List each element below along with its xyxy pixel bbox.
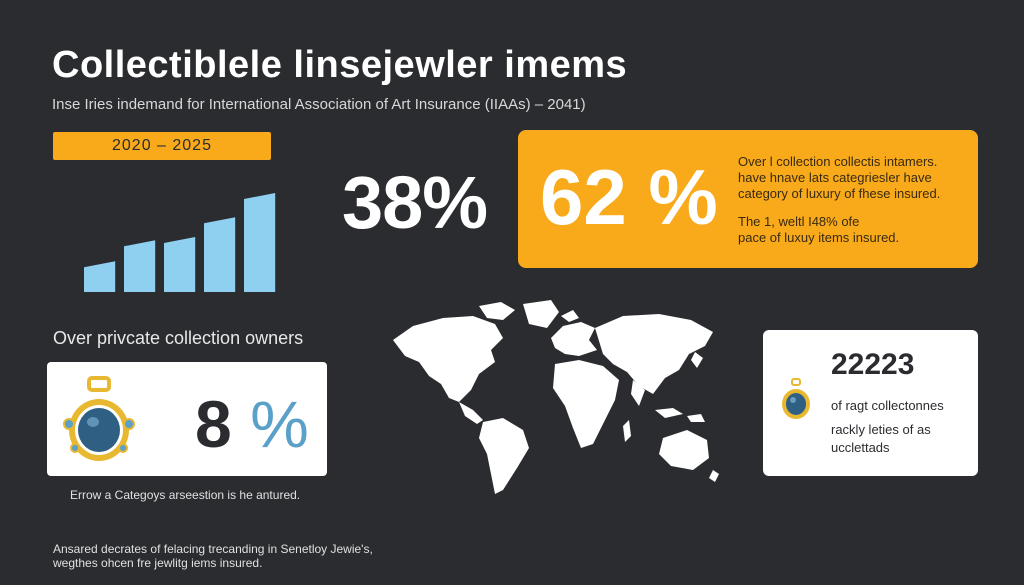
footer-line: wegthes ohcen fre jewlitg iems insured. <box>53 556 263 570</box>
orange-line: category of luxury of fhese insured. <box>738 186 941 201</box>
stat-8-pct: % <box>250 387 309 461</box>
orange-line: have hnave lats categriesler have <box>738 170 932 185</box>
gem-pendant-icon <box>782 378 810 419</box>
orange-card-text: Over l collection collectis intamers. ha… <box>738 154 968 246</box>
world-map-icon <box>393 300 719 494</box>
page-title: Collectiblele linsejewler imems <box>52 44 628 86</box>
collectors-text: ucclettads <box>831 440 890 455</box>
collectors-text: of ragt collectonnes <box>831 398 944 413</box>
orange-line: Over l collection collectis intamers. <box>738 154 938 169</box>
stat-62-percent: 62 % <box>540 153 718 241</box>
chart-bar <box>84 261 116 292</box>
stat-38-percent: 38% <box>342 161 488 244</box>
stat-8-value: 8 <box>195 387 232 461</box>
chart-bar <box>164 237 196 292</box>
bar-chart-icon <box>84 193 276 292</box>
orange-line: pace of luxuy items insured. <box>738 230 900 245</box>
owners-label: Over privcate collection owners <box>53 328 304 348</box>
collectors-stat-card: 22223 of ragt collectonnes rackly leties… <box>763 330 978 476</box>
footer-note: Ansared decrates of felacing trecanding … <box>53 542 373 570</box>
owners-caption: Errow a Categoys arseestion is he anture… <box>70 488 301 502</box>
chart-bar <box>204 217 236 292</box>
footer-line: Ansared decrates of felacing trecanding … <box>53 542 373 556</box>
page-subtitle: Inse Iries indemand for International As… <box>52 96 586 113</box>
orange-line: The 1, weltl I48% ofe <box>738 214 860 229</box>
chart-bar <box>244 193 276 292</box>
stat-8-percent: 8 % <box>195 386 309 462</box>
orange-stat-card: 62 % Over l collection collectis intamer… <box>518 130 978 268</box>
years-badge: 2020 – 2025 <box>53 132 271 160</box>
collectors-text: rackly leties of as <box>831 422 931 437</box>
gem-pendant-icon <box>63 376 135 461</box>
chart-bar <box>124 240 156 292</box>
collectors-number: 22223 <box>831 348 915 381</box>
owners-stat-card: 8 % <box>47 362 327 476</box>
